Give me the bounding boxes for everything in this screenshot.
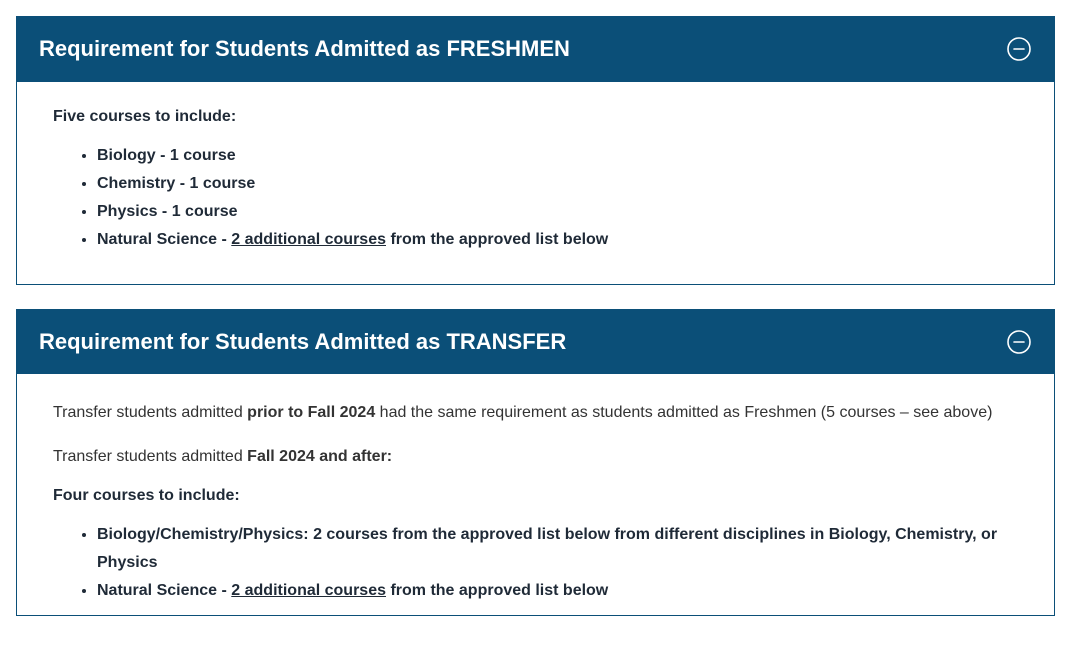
accordion-title-transfer: Requirement for Students Admitted as TRA… — [39, 328, 566, 357]
list-item: Physics - 1 course — [97, 198, 1018, 226]
list-item-underline: 2 additional courses — [231, 582, 386, 599]
list-item-lead: Natural Science - — [97, 231, 231, 248]
para-text: Transfer students admitted — [53, 448, 247, 465]
list-item-lead: Natural Science - — [97, 582, 231, 599]
list-item-text: Biology/Chemistry/Physics: 2 courses fro… — [97, 526, 997, 571]
transfer-para-after: Transfer students admitted Fall 2024 and… — [53, 444, 1018, 470]
freshmen-intro: Five courses to include: — [53, 108, 1018, 126]
list-item: Natural Science - 2 additional courses f… — [97, 226, 1018, 254]
list-item: Natural Science - 2 additional courses f… — [97, 577, 1018, 605]
list-item-trail: from the approved list below — [386, 231, 608, 248]
freshmen-list: Biology - 1 course Chemistry - 1 course … — [53, 142, 1018, 254]
list-item-underline: 2 additional courses — [231, 231, 386, 248]
transfer-list: Biology/Chemistry/Physics: 2 courses fro… — [53, 521, 1018, 605]
para-text: Transfer students admitted — [53, 404, 247, 421]
list-item: Biology/Chemistry/Physics: 2 courses fro… — [97, 521, 1018, 577]
list-item: Biology - 1 course — [97, 142, 1018, 170]
list-item-text: Physics - 1 course — [97, 203, 238, 220]
list-item-trail: from the approved list below — [386, 582, 608, 599]
accordion-title-freshmen: Requirement for Students Admitted as FRE… — [39, 35, 570, 64]
list-item: Chemistry - 1 course — [97, 170, 1018, 198]
para-bold: Fall 2024 and after: — [247, 448, 392, 465]
para-bold: prior to Fall 2024 — [247, 404, 375, 421]
accordion-body-transfer: Transfer students admitted prior to Fall… — [17, 374, 1054, 615]
collapse-minus-icon — [1006, 36, 1032, 62]
accordion-header-freshmen[interactable]: Requirement for Students Admitted as FRE… — [17, 17, 1054, 82]
accordion-header-transfer[interactable]: Requirement for Students Admitted as TRA… — [17, 310, 1054, 375]
transfer-intro: Four courses to include: — [53, 487, 1018, 505]
list-item-text: Chemistry - 1 course — [97, 175, 255, 192]
list-item-text: Biology - 1 course — [97, 147, 236, 164]
accordion-transfer: Requirement for Students Admitted as TRA… — [16, 309, 1055, 617]
accordion-body-freshmen: Five courses to include: Biology - 1 cou… — [17, 82, 1054, 284]
para-text: had the same requirement as students adm… — [375, 404, 992, 421]
transfer-para-prior: Transfer students admitted prior to Fall… — [53, 400, 1018, 426]
collapse-minus-icon — [1006, 329, 1032, 355]
accordion-freshmen: Requirement for Students Admitted as FRE… — [16, 16, 1055, 285]
